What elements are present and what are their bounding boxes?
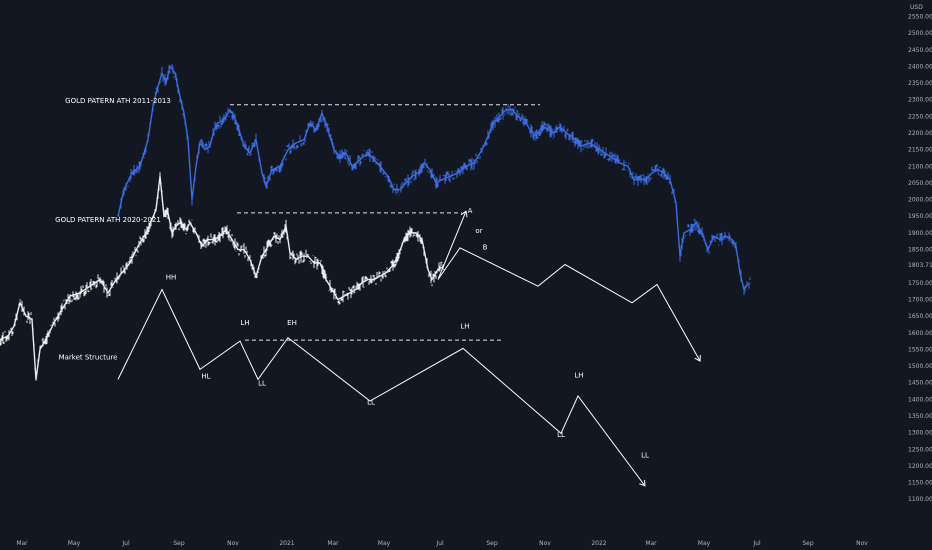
price-tick-label: 1100.000 xyxy=(908,496,932,503)
annotation-or[interactable]: or xyxy=(475,227,482,235)
price-tick-label: 2250.000 xyxy=(908,113,932,120)
time-tick-label: Jul xyxy=(435,540,444,547)
currency-label: USD xyxy=(910,4,923,11)
time-tick-label: Mar xyxy=(327,540,339,547)
price-tick-label: 2050.000 xyxy=(908,180,932,187)
projection-arrowhead xyxy=(694,355,701,362)
annotation-ll2[interactable]: LL xyxy=(367,398,375,406)
time-tick-label: Sep xyxy=(802,540,814,547)
price-tick-label: 1600.000 xyxy=(908,330,932,337)
price-tick-label: 1150.000 xyxy=(908,480,932,487)
price-tick-label: 2100.000 xyxy=(908,163,932,170)
time-tick-label: May xyxy=(378,540,391,547)
price-tick-label: 1850.000 xyxy=(908,247,932,254)
arrow-a-head xyxy=(460,210,468,218)
price-tick-label: 1250.000 xyxy=(908,446,932,453)
annotation-market-structure[interactable]: Market Structure xyxy=(59,353,118,361)
current-price-label: 1803.716 xyxy=(908,262,932,269)
price-tick-label: 1350.000 xyxy=(908,413,932,420)
annotation-hl[interactable]: HL xyxy=(201,372,210,380)
annotation-layer: GOLD PATERN ATH 2011-2013 GOLD PATERN ATH… xyxy=(55,97,701,487)
time-tick-label: 2022 xyxy=(591,540,606,547)
time-tick-label: Mar xyxy=(645,540,657,547)
time-tick-label: Jul xyxy=(121,540,130,547)
price-tick-label: 1650.000 xyxy=(908,313,932,320)
time-tick-label: Sep xyxy=(486,540,498,547)
time-tick-label: Nov xyxy=(539,540,551,547)
price-tick-label: 1550.000 xyxy=(908,346,932,353)
price-tick-label: 2300.000 xyxy=(908,97,932,104)
annotation-gold-2011[interactable]: GOLD PATERN ATH 2011-2013 xyxy=(65,97,171,105)
current-price-badge xyxy=(903,259,932,270)
time-tick-label: Jul xyxy=(752,540,761,547)
time-tick-label: May xyxy=(68,540,81,547)
price-line xyxy=(117,64,751,292)
price-tick-label: 2500.000 xyxy=(908,30,932,37)
price-series-2 xyxy=(0,172,445,381)
annotation-a[interactable]: A xyxy=(468,207,473,215)
price-tick-label: 1450.000 xyxy=(908,380,932,387)
price-tick-label: 2000.000 xyxy=(908,197,932,204)
annotation-lh2[interactable]: LH xyxy=(460,322,469,330)
price-tick-label: 1950.000 xyxy=(908,213,932,220)
price-tick-label: 2550.000 xyxy=(908,14,932,21)
structure-arrowhead xyxy=(639,479,646,487)
annotation-ll1[interactable]: LL xyxy=(258,379,266,387)
price-axis[interactable]: USD 1100.000 1150.000 1200.000 1250.000 1300… xyxy=(903,4,932,503)
projection-path-a[interactable] xyxy=(437,211,467,280)
price-tick-label: 1500.000 xyxy=(908,363,932,370)
annotation-hh[interactable]: HH xyxy=(166,273,177,281)
price-tick-label: 2350.000 xyxy=(908,80,932,87)
time-tick-label: Nov xyxy=(856,540,868,547)
annotation-eh[interactable]: EH xyxy=(287,319,297,327)
price-series-1 xyxy=(117,64,751,295)
annotation-lh3[interactable]: LH xyxy=(574,372,583,380)
price-tick-label: 1900.000 xyxy=(908,230,932,237)
price-tick-label: 2150.000 xyxy=(908,147,932,154)
price-tick-label: 2450.000 xyxy=(908,47,932,54)
price-tick-label: 1400.000 xyxy=(908,396,932,403)
time-axis[interactable]: Mar May Jul Sep Nov 2021 Mar May Jul Sep Nov 2022 Ma… xyxy=(16,540,868,547)
time-tick-label: May xyxy=(698,540,711,547)
annotation-ll3[interactable]: LL xyxy=(557,431,565,439)
price-tick-label: 1300.000 xyxy=(908,430,932,437)
time-tick-label: 2021 xyxy=(279,540,294,547)
time-tick-label: Mar xyxy=(16,540,28,547)
price-line xyxy=(0,176,445,380)
time-tick-label: Nov xyxy=(227,540,239,547)
price-tick-label: 1750.000 xyxy=(908,280,932,287)
annotation-gold-2020[interactable]: GOLD PATERN ATH 2020-2021 xyxy=(55,216,161,224)
price-tick-label: 2400.000 xyxy=(908,63,932,70)
price-tick-label: 2200.000 xyxy=(908,130,932,137)
projection-path-b[interactable] xyxy=(437,247,701,362)
annotation-ll4[interactable]: LL xyxy=(641,452,649,460)
annotation-lh1[interactable]: LH xyxy=(240,319,249,327)
market-structure-path[interactable] xyxy=(117,288,646,487)
time-tick-label: Sep xyxy=(173,540,185,547)
annotation-b[interactable]: B xyxy=(483,244,488,252)
price-series-layer xyxy=(0,64,751,381)
price-tick-label: 1200.000 xyxy=(908,463,932,470)
price-tick-label: 1700.000 xyxy=(908,296,932,303)
